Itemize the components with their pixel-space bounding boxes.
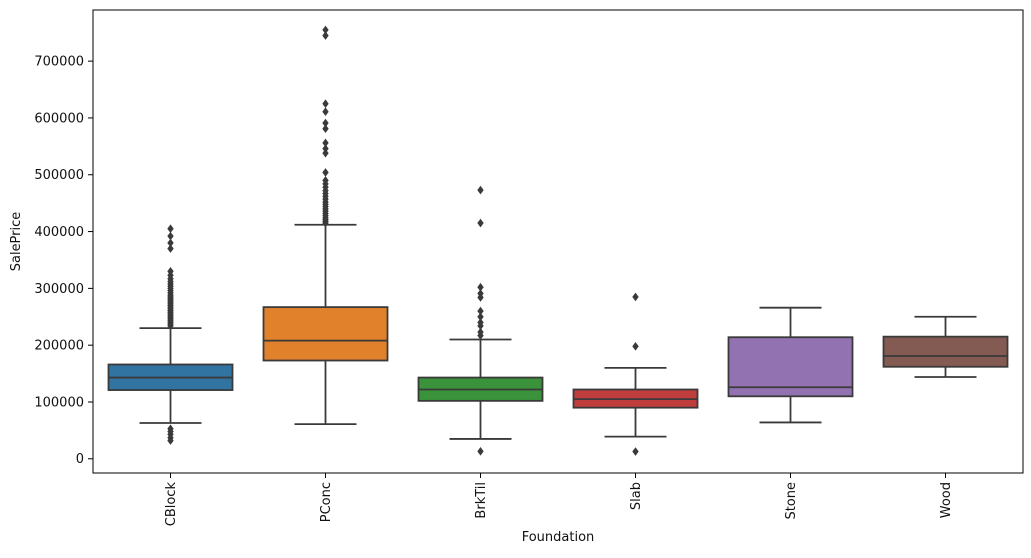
flier-BrkTil <box>477 447 484 456</box>
flier-BrkTil <box>477 306 484 316</box>
box-Wood <box>882 335 1009 368</box>
flier-PConc <box>322 99 329 109</box>
flier-PConc <box>322 168 329 177</box>
box-PConc <box>262 306 389 362</box>
y-axis-label: SalePrice <box>9 212 24 272</box>
flier-Slab <box>632 447 639 456</box>
flier-BrkTil <box>477 185 484 195</box>
x-tick-label: BrkTil <box>474 482 489 519</box>
flier-Slab <box>632 342 639 351</box>
flier-PConc <box>322 144 329 153</box>
y-tick-label: 200000 <box>34 339 84 354</box>
x-tick-label: PConc <box>319 482 334 522</box>
x-tick-label: CBlock <box>164 482 179 527</box>
flier-PConc <box>322 138 329 148</box>
flier-PConc <box>322 25 329 35</box>
plot-border <box>92 9 1024 474</box>
x-tick-label: Stone <box>784 482 799 520</box>
flier-PConc <box>322 148 329 158</box>
flier-CBlock <box>167 244 174 253</box>
flier-BrkTil <box>477 331 484 340</box>
y-tick-label: 300000 <box>34 282 84 297</box>
flier-CBlock <box>167 231 174 241</box>
flier-BrkTil <box>477 312 484 322</box>
flier-CBlock <box>167 436 174 445</box>
flier-PConc <box>322 31 329 40</box>
flier-PConc <box>322 107 329 116</box>
flier-PConc <box>322 124 329 134</box>
flier-BrkTil <box>477 321 484 331</box>
flier-BrkTil <box>477 282 484 292</box>
x-tick-label: Slab <box>629 482 644 510</box>
y-tick-label: 500000 <box>34 168 84 183</box>
flier-Slab <box>632 292 639 302</box>
y-tick-label: 0 <box>76 452 84 467</box>
y-tick-label: 600000 <box>34 111 84 126</box>
flier-BrkTil <box>477 293 484 302</box>
flier-CBlock <box>167 321 174 331</box>
y-tick-label: 100000 <box>34 395 84 410</box>
flier-PConc <box>322 218 329 228</box>
y-tick-label: 400000 <box>34 225 84 240</box>
x-tick-label: Wood <box>939 482 954 518</box>
flier-CBlock <box>167 224 174 234</box>
flier-BrkTil <box>477 218 484 228</box>
flier-CBlock <box>167 238 174 248</box>
y-tick-label: 700000 <box>34 55 84 70</box>
flier-PConc <box>322 118 329 128</box>
x-axis-label: Foundation <box>522 530 595 545</box>
